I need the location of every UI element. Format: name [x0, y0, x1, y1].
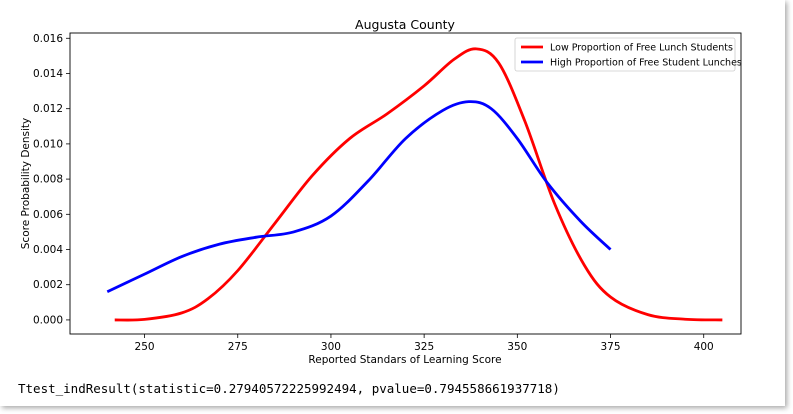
- x-tick-label: 300: [321, 341, 341, 353]
- y-tick-label: 0.000: [33, 314, 63, 326]
- ttest-result-text: Ttest_indResult(statistic=0.279405722259…: [18, 381, 560, 396]
- density-chart: Augusta County 250 275 300 325 350 375 400 0.00…: [20, 17, 742, 366]
- notebook-output-frame: Augusta County 250 275 300 325 350 375 400 0.00…: [18, 17, 742, 396]
- legend-label: High Proportion of Free Student Lunches: [550, 58, 742, 69]
- y-tick-label: 0.002: [33, 279, 63, 291]
- x-tick-label: 250: [135, 341, 155, 353]
- x-tick-label: 325: [414, 341, 434, 353]
- x-tick-label: 375: [601, 341, 621, 353]
- y-axis-label: Score Probability Density: [20, 118, 32, 250]
- legend-label: Low Proportion of Free Lunch Students: [550, 43, 733, 54]
- legend: Low Proportion of Free Lunch Students Hig…: [514, 37, 742, 72]
- y-tick-label: 0.012: [33, 103, 63, 115]
- series-line-low-free-lunch: [114, 47, 723, 322]
- x-tick-label: 350: [507, 341, 527, 353]
- chart-title: Augusta County: [355, 17, 455, 32]
- legend-box: [514, 37, 736, 72]
- x-tick-label: 400: [694, 341, 714, 353]
- x-tick-label: 275: [228, 341, 248, 353]
- series-line-high-free-lunch: [106, 100, 612, 294]
- y-tick-label: 0.004: [33, 244, 63, 256]
- y-tick-label: 0.016: [33, 33, 63, 45]
- plot-frame: [69, 32, 742, 335]
- y-tick-label: 0.010: [33, 138, 63, 150]
- x-axis-label: Reported Standars of Learning Score: [308, 354, 501, 366]
- y-tick-label: 0.008: [33, 174, 63, 186]
- y-tick-label: 0.006: [33, 209, 63, 221]
- y-tick-label: 0.014: [33, 68, 63, 80]
